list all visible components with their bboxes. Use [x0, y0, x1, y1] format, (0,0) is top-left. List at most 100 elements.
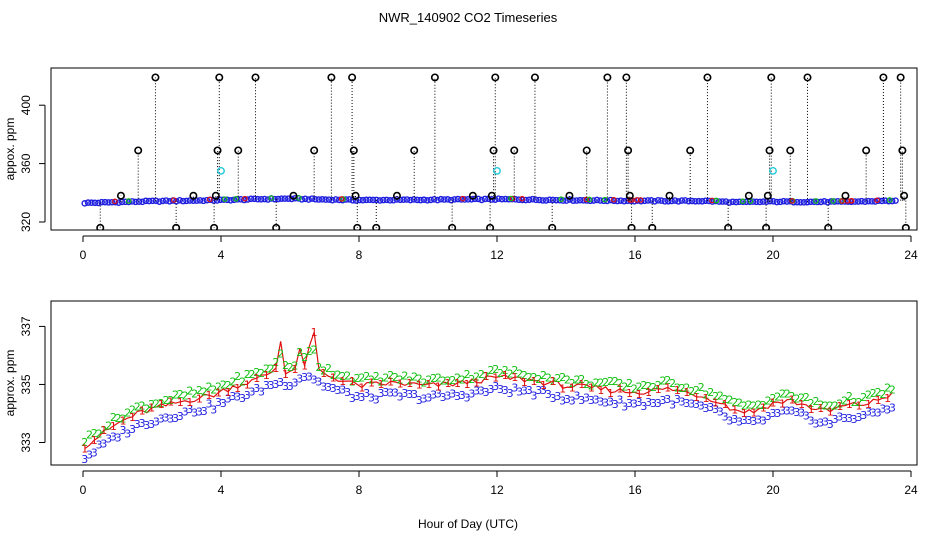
outlier-point	[430, 73, 439, 82]
series-2-point: 2	[292, 360, 299, 373]
outlier-point	[625, 191, 634, 200]
blue-point	[363, 196, 370, 204]
series-2-point: 2	[808, 397, 815, 410]
series-2-point: 2	[392, 371, 399, 384]
series-1-point: 1	[626, 387, 633, 400]
series-1-point: 1	[588, 382, 595, 395]
series-1-point: 1	[416, 378, 423, 391]
series-3-point: 3	[96, 439, 103, 452]
series-2-point: 2	[287, 361, 294, 374]
inner-point	[338, 196, 345, 202]
series-3-point: 3	[344, 386, 351, 399]
series-3-point: 3	[325, 381, 332, 394]
series-2-point: 2	[526, 371, 533, 384]
series-1-point: 1	[521, 376, 528, 389]
series-2-point: 2	[210, 384, 217, 397]
series-2-point: 2	[712, 390, 719, 403]
series-2-point: 2	[530, 371, 537, 384]
series-3-point: 3	[91, 446, 98, 459]
series-2-point: 2	[115, 412, 122, 425]
series-3-point: 3	[186, 403, 193, 416]
series-2-point: 2	[234, 370, 241, 383]
series-2-point: 2	[664, 374, 671, 387]
y-axis: 333 335 337	[19, 316, 46, 453]
series-2-point: 2	[397, 373, 404, 386]
series-3-point: 3	[172, 412, 179, 425]
series-2-point: 2	[344, 370, 351, 383]
series-3-point: 3	[784, 404, 791, 417]
series-1-line	[84, 332, 893, 450]
blue-point	[729, 198, 736, 206]
series-1-point: 1	[444, 377, 451, 390]
series-1-point: 1	[569, 381, 576, 394]
series-2-point: 2	[855, 396, 862, 409]
blue-point	[274, 195, 282, 203]
blue-point	[105, 199, 112, 206]
outlier-point	[548, 223, 557, 230]
blue-point	[505, 195, 513, 203]
series-2-point: 2	[545, 371, 552, 384]
series-3-point: 3	[100, 438, 107, 451]
series-2-point: 2	[306, 345, 313, 358]
series-2-point: 2	[416, 372, 423, 385]
inner-point	[268, 195, 275, 201]
blue-point	[675, 198, 682, 205]
series-3-point: 3	[201, 405, 208, 418]
series-3-point: 3	[282, 380, 289, 393]
blue-point	[325, 196, 333, 203]
series-2-point: 2	[134, 401, 141, 414]
blue-point	[312, 195, 319, 203]
series-3-point: 3	[449, 387, 456, 400]
blue-point	[122, 198, 129, 206]
inner-point	[558, 196, 564, 202]
series-3-point: 3	[335, 384, 342, 397]
series-3-point: 3	[516, 385, 523, 398]
series-2-point: 2	[119, 413, 126, 426]
series-3-point: 3	[248, 385, 255, 398]
series-3-point: 3	[225, 392, 232, 405]
series-3-point: 3	[879, 402, 886, 415]
series-1-point: 1	[836, 400, 843, 413]
outlier-point	[351, 191, 360, 200]
blue-point	[888, 197, 896, 205]
series-2-point: 2	[468, 373, 475, 386]
series-3-point: 3	[683, 397, 690, 410]
blue-point	[108, 198, 116, 206]
series-3-point: 3	[124, 427, 131, 440]
series-3-point: 3	[703, 402, 710, 415]
series-2-point: 2	[139, 400, 146, 413]
series-2-point: 2	[698, 381, 705, 394]
series-2-point: 2	[373, 370, 380, 383]
blue-point	[356, 196, 363, 204]
outlier-point	[744, 191, 753, 200]
blue-point	[546, 196, 553, 204]
series-3-point: 3	[483, 386, 490, 399]
blue-point	[278, 195, 285, 202]
blue-point	[281, 195, 289, 202]
series-3-point: 3	[755, 413, 762, 426]
series-2-point: 2	[483, 370, 490, 383]
blue-point	[576, 196, 584, 204]
series-3-point: 3	[621, 400, 628, 413]
blue-point	[719, 198, 726, 205]
outlier-point	[486, 223, 495, 230]
series-1-point: 1	[158, 398, 165, 411]
series-2-point: 2	[91, 427, 98, 440]
blue-point	[502, 195, 509, 203]
blue-point	[142, 197, 150, 205]
series-1-point: 1	[263, 369, 270, 382]
blue-point	[695, 197, 703, 205]
series-3-point: 3	[392, 387, 399, 400]
series-1-point: 1	[301, 360, 308, 373]
x-tick-label: 20	[766, 483, 780, 497]
blue-point	[298, 196, 306, 203]
series-1-point: 1	[186, 396, 193, 409]
inner-point	[874, 197, 880, 204]
series-1-point: 1	[349, 375, 356, 388]
series-2-point: 2	[325, 362, 332, 375]
series-2-point: 2	[263, 362, 270, 375]
series-1-point: 1	[119, 414, 126, 427]
blue-point	[183, 197, 190, 205]
outlier-point	[603, 73, 612, 82]
series-1-point: 1	[425, 378, 432, 391]
